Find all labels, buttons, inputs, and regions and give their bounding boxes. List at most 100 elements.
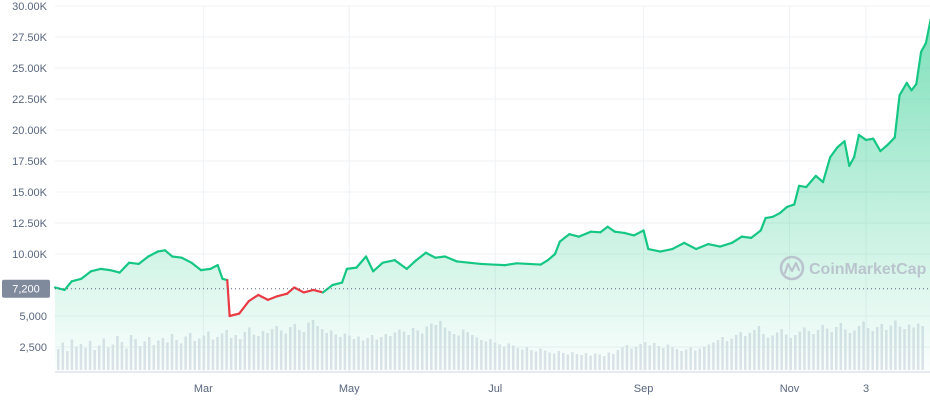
reference-label: 7,200: [2, 279, 50, 298]
y-tick-label: 15.00K: [12, 187, 48, 199]
price-segment: [266, 295, 279, 301]
price-segment: [80, 270, 92, 280]
price-segment: [209, 264, 219, 270]
price-segment: [491, 263, 506, 267]
price-segment: [613, 230, 626, 235]
coinmarketcap-logo-icon: [779, 255, 805, 281]
x-tick-label: Sep: [634, 383, 654, 395]
watermark-text: CoinMarketCap: [809, 261, 927, 278]
price-segment: [216, 264, 224, 280]
x-tick-label: May: [339, 383, 360, 395]
price-segment: [180, 256, 193, 264]
price-segment: [893, 94, 901, 139]
price-segment: [424, 251, 437, 259]
price-segment: [257, 293, 270, 301]
price-segment: [503, 262, 518, 267]
price-segment: [814, 174, 825, 184]
price-segment: [381, 259, 396, 264]
price-segment: [606, 225, 616, 233]
price-segment: [647, 247, 662, 253]
price-segment: [683, 241, 698, 251]
price-segment: [797, 184, 808, 189]
price-segment: [70, 277, 83, 283]
price-segment: [434, 255, 447, 259]
price-segment: [393, 259, 408, 270]
price-segment: [599, 225, 609, 234]
price-segment: [515, 262, 530, 266]
price-segment: [276, 292, 289, 298]
price-area: [55, 22, 930, 370]
price-segment: [642, 229, 650, 251]
price-segment: [285, 286, 296, 295]
price-segment: [759, 216, 767, 232]
price-segment: [886, 136, 896, 146]
price-segment: [190, 261, 203, 272]
price-segment: [467, 261, 482, 266]
price-segment: [695, 242, 710, 251]
x-tick-label: 3: [863, 383, 869, 395]
price-segment: [546, 252, 557, 262]
y-tick-label: 25.00K: [12, 63, 48, 75]
watermark: CoinMarketCap: [779, 255, 927, 281]
price-segment: [848, 156, 856, 168]
y-tick-label: 5,000: [19, 311, 47, 323]
price-segment: [228, 312, 241, 318]
price-segment: [163, 249, 174, 258]
price-segment: [156, 249, 167, 253]
price-segment: [345, 266, 358, 270]
price-segment: [199, 267, 212, 272]
price-segment: [147, 250, 159, 258]
reference-label-text: 7,200: [12, 284, 40, 296]
price-segment: [786, 203, 796, 208]
x-tick-label: Mar: [194, 383, 213, 395]
price-segment: [302, 288, 315, 294]
price-segment: [730, 235, 743, 244]
price-segment: [558, 233, 571, 243]
y-tick-label: 17.50K: [12, 156, 48, 168]
price-segment: [852, 133, 860, 159]
price-segment: [623, 231, 636, 237]
price-segment: [226, 278, 231, 318]
price-segment: [355, 255, 368, 269]
y-axis-labels: 30.00K 27.50K 25.00K 22.50K 20.00K 17.50K 15.0…: [12, 1, 48, 354]
y-tick-label: 20.00K: [12, 125, 48, 137]
price-segment: [553, 240, 561, 256]
price-segment: [707, 242, 722, 248]
price-segment: [836, 140, 846, 149]
price-segment: [898, 81, 908, 97]
x-tick-label: Jul: [488, 383, 502, 395]
price-segment: [108, 269, 121, 274]
price-segment: [128, 261, 140, 266]
price-segment: [919, 42, 927, 53]
price-segment: [527, 262, 542, 266]
price-segment: [372, 261, 384, 273]
price-segment: [915, 50, 923, 86]
price-segment: [341, 267, 348, 284]
price-segment: [171, 255, 183, 259]
price-segment: [829, 146, 839, 159]
y-tick-label: 12.50K: [12, 218, 48, 230]
y-tick-label: 10.00K: [12, 249, 48, 261]
price-segment: [659, 247, 674, 253]
price-segment: [238, 300, 250, 315]
price-segment: [750, 229, 762, 239]
price-segment: [771, 211, 782, 218]
price-segment: [415, 251, 427, 262]
price-segment: [872, 137, 882, 153]
price-segment: [857, 133, 868, 142]
price-segment: [455, 260, 471, 264]
price-segment: [805, 174, 817, 189]
price-segment: [539, 259, 549, 266]
price-segment: [99, 267, 112, 272]
price-segment: [740, 235, 753, 239]
price-segment: [577, 230, 593, 238]
price-segment: [778, 205, 789, 215]
price-segment: [405, 259, 418, 270]
price-segment: [364, 255, 375, 273]
price-segment: [479, 262, 494, 266]
price-segment: [589, 230, 602, 234]
y-tick-label: 27.50K: [12, 32, 48, 44]
price-segment: [63, 280, 73, 292]
price-segment: [910, 83, 918, 92]
y-tick-label: 2,500: [19, 342, 47, 354]
